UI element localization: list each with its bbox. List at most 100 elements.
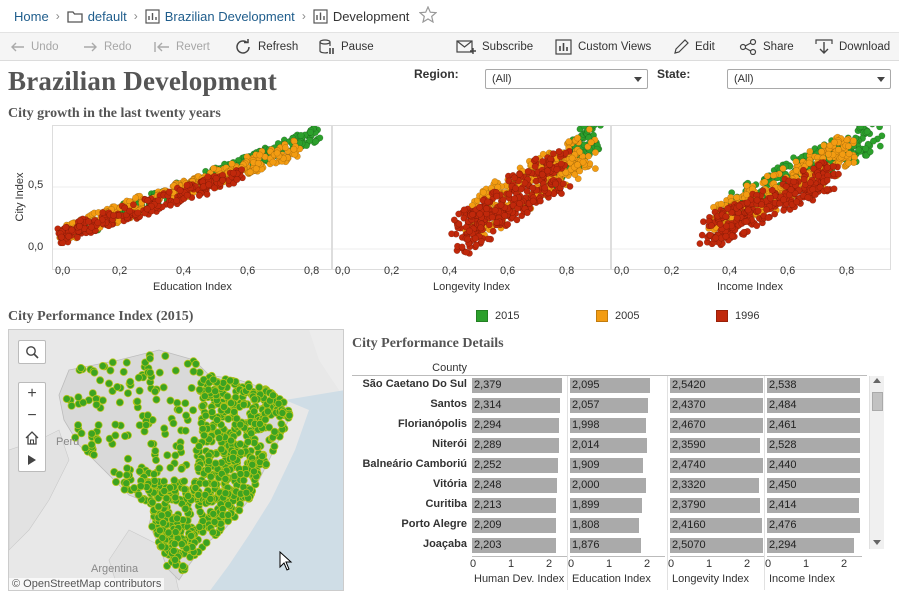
bar-cell[interactable]: 2,294 — [472, 415, 567, 435]
column-header[interactable]: Income Index — [769, 573, 836, 585]
play-icon[interactable] — [19, 449, 45, 471]
breadcrumb: Home › default › Brazilian Development ›… — [0, 0, 899, 33]
table-row[interactable]: Santos 2,314 2,057 2,4370 2,484 — [352, 395, 872, 415]
bar-cell[interactable]: 2,4160 — [670, 515, 765, 535]
x-tick-label: 0,2 — [664, 265, 680, 277]
table-row[interactable]: Balneário Camboriú 2,252 1,909 2,4740 2,440 — [352, 455, 872, 475]
legend-item-2015[interactable]: 2015 — [476, 310, 519, 322]
state-filter-select[interactable]: (All) — [727, 69, 891, 89]
undo-button[interactable]: Undo — [10, 33, 59, 61]
share-button[interactable]: Share — [739, 33, 794, 61]
bar-cell[interactable]: 2,379 — [472, 375, 567, 395]
bar-cell[interactable]: 2,476 — [767, 515, 862, 535]
breadcrumb-home[interactable]: Home — [14, 8, 49, 24]
value-label: 2,294 — [769, 539, 797, 551]
table-row[interactable]: Niterói 2,289 2,014 2,3590 2,528 — [352, 435, 872, 455]
edit-button[interactable]: Edit — [673, 33, 715, 61]
table-row[interactable]: Porto Alegre 2,209 1,808 2,4160 2,476 — [352, 515, 872, 535]
x-axis-label-education: Education Index — [153, 281, 232, 293]
details-scrollbar[interactable] — [869, 376, 884, 549]
county-name: Porto Alegre — [401, 518, 467, 530]
zoom-in-button[interactable]: + — [27, 385, 37, 402]
scroll-up-arrow-icon[interactable] — [873, 378, 881, 383]
pause-button[interactable]: Pause — [319, 33, 374, 61]
table-row[interactable]: Curitiba 2,213 1,899 2,3790 2,414 — [352, 495, 872, 515]
bar-cell[interactable]: 1,998 — [570, 415, 665, 435]
region-filter-select[interactable]: (All) — [485, 69, 648, 89]
bar-cell[interactable]: 2,000 — [570, 475, 665, 495]
redo-button[interactable]: Redo — [83, 33, 132, 61]
search-icon[interactable] — [19, 341, 45, 363]
bar-cell[interactable]: 2,4370 — [670, 395, 765, 415]
bar-cell[interactable]: 2,213 — [472, 495, 567, 515]
revert-button[interactable]: Revert — [154, 33, 210, 61]
map-label-peru: Peru — [56, 436, 80, 448]
bar-cell[interactable]: 2,209 — [472, 515, 567, 535]
scatter-panel-education[interactable] — [52, 123, 332, 270]
county-name: Joaçaba — [422, 538, 467, 550]
legend-item-2005[interactable]: 2005 — [596, 310, 639, 322]
bar-cell[interactable]: 2,294 — [767, 535, 862, 555]
value-label: 1,899 — [572, 499, 600, 511]
bar-cell[interactable]: 2,4670 — [670, 415, 765, 435]
breadcrumb-folder[interactable]: default — [87, 8, 127, 24]
bar-cell[interactable]: 2,440 — [767, 455, 862, 475]
bar-cell[interactable]: 1,876 — [570, 535, 665, 555]
mouse-cursor-icon — [279, 551, 293, 571]
bar-cell[interactable]: 1,909 — [570, 455, 665, 475]
table-row[interactable]: Florianópolis 2,294 1,998 2,4670 2,461 — [352, 415, 872, 435]
bar-cell[interactable]: 1,808 — [570, 515, 665, 535]
value-label: 2,095 — [572, 379, 600, 391]
bar-cell[interactable]: 2,203 — [472, 535, 567, 555]
zoom-out-button[interactable]: − — [27, 407, 37, 424]
legend-item-1996[interactable]: 1996 — [716, 310, 759, 322]
breadcrumb-workbook[interactable]: Brazilian Development — [164, 8, 295, 24]
column-header[interactable]: Education Index — [572, 573, 651, 585]
scroll-thumb[interactable] — [872, 392, 883, 411]
bar-cell[interactable]: 2,252 — [472, 455, 567, 475]
bar-cell[interactable]: 2,314 — [472, 395, 567, 415]
bar-cell[interactable]: 2,014 — [570, 435, 665, 455]
bar-cell[interactable]: 2,289 — [472, 435, 567, 455]
scatter-panel-income[interactable] — [611, 120, 891, 270]
table-row[interactable]: Vitória 2,248 2,000 2,3320 2,450 — [352, 475, 872, 495]
bar-cell[interactable]: 2,528 — [767, 435, 862, 455]
bar-cell[interactable]: 2,5420 — [670, 375, 765, 395]
bar-cell[interactable]: 2,4740 — [670, 455, 765, 475]
table-row[interactable]: Joaçaba 2,203 1,876 2,5070 2,294 — [352, 535, 872, 555]
refresh-button[interactable]: Refresh — [234, 33, 298, 61]
x-tick-label: 0,6 — [240, 265, 256, 277]
value-bar — [472, 398, 560, 413]
map-search-control — [18, 340, 46, 364]
bar-cell[interactable]: 2,3790 — [670, 495, 765, 515]
county-name: Balneário Camboriú — [362, 458, 467, 470]
column-header[interactable]: Longevity Index — [672, 573, 750, 585]
scroll-down-arrow-icon[interactable] — [873, 540, 881, 545]
column-divider — [764, 376, 765, 590]
scatter-panel-longevity[interactable] — [332, 121, 611, 270]
bar-cell[interactable]: 2,057 — [570, 395, 665, 415]
axis-tick-label: 1 — [706, 558, 713, 570]
custom-views-button[interactable]: Custom Views — [555, 33, 651, 61]
bar-cell[interactable]: 2,248 — [472, 475, 567, 495]
bar-cell[interactable]: 2,484 — [767, 395, 862, 415]
download-button[interactable]: Download — [815, 33, 890, 61]
map-canvas — [9, 330, 343, 590]
chevron-right-icon: › — [55, 9, 60, 23]
home-icon[interactable] — [19, 427, 45, 449]
bar-cell[interactable]: 2,538 — [767, 375, 862, 395]
bar-cell[interactable]: 1,899 — [570, 495, 665, 515]
bar-cell[interactable]: 2,5070 — [670, 535, 765, 555]
bar-cell[interactable]: 2,450 — [767, 475, 862, 495]
favorite-star-icon[interactable] — [418, 5, 438, 26]
bar-cell[interactable]: 2,095 — [570, 375, 665, 395]
table-row[interactable]: São Caetano Do Sul 2,379 2,095 2,5420 2,538 — [352, 375, 872, 395]
bar-cell[interactable]: 2,3320 — [670, 475, 765, 495]
column-header[interactable]: Human Dev. Index — [474, 573, 565, 585]
bar-cell[interactable]: 2,414 — [767, 495, 862, 515]
value-label: 2,476 — [769, 519, 797, 531]
bar-cell[interactable]: 2,3590 — [670, 435, 765, 455]
city-performance-map[interactable]: Peru Argentina + − © OpenStreetMap contr… — [8, 329, 344, 591]
subscribe-button[interactable]: Subscribe — [456, 33, 533, 61]
bar-cell[interactable]: 2,461 — [767, 415, 862, 435]
